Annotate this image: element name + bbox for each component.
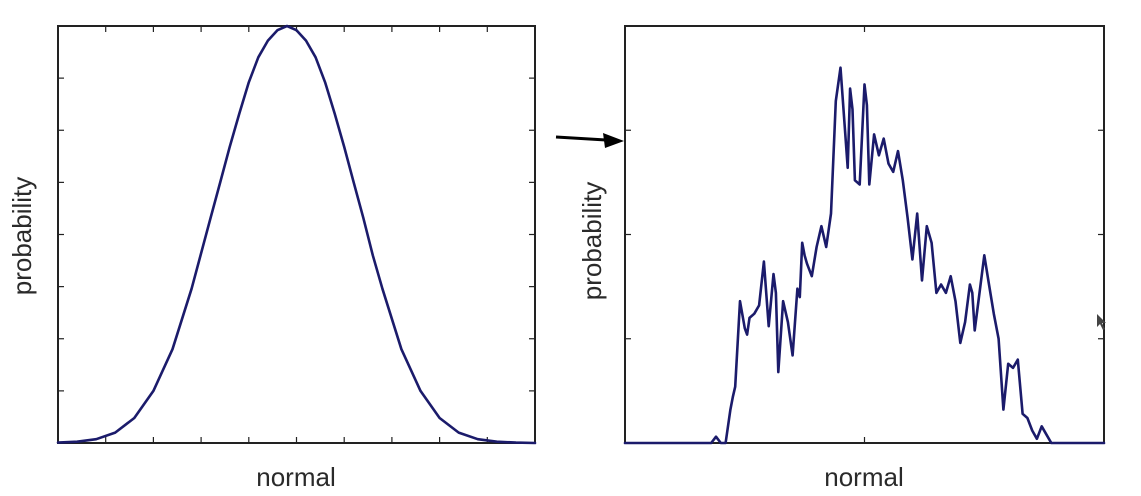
right-y-axis-label: probability — [577, 182, 607, 301]
right-noisy-curve — [623, 66, 1106, 445]
right-x-axis-label: normal — [824, 462, 903, 492]
arrow-shaft — [555, 135, 607, 142]
left-y-axis-label: probability — [7, 177, 37, 296]
right-tick-group — [625, 26, 1104, 443]
left-x-axis-label: normal — [256, 462, 335, 492]
mouse-cursor-icon — [1097, 314, 1106, 330]
left-tick-group — [58, 26, 535, 443]
right-chart-panel: normal probability — [577, 25, 1106, 492]
right-arrow-icon — [555, 133, 624, 148]
left-normal-curve — [56, 24, 537, 445]
left-chart-panel: normal probability — [7, 24, 537, 492]
left-plot-frame — [57, 25, 536, 444]
arrow-head — [603, 133, 624, 148]
